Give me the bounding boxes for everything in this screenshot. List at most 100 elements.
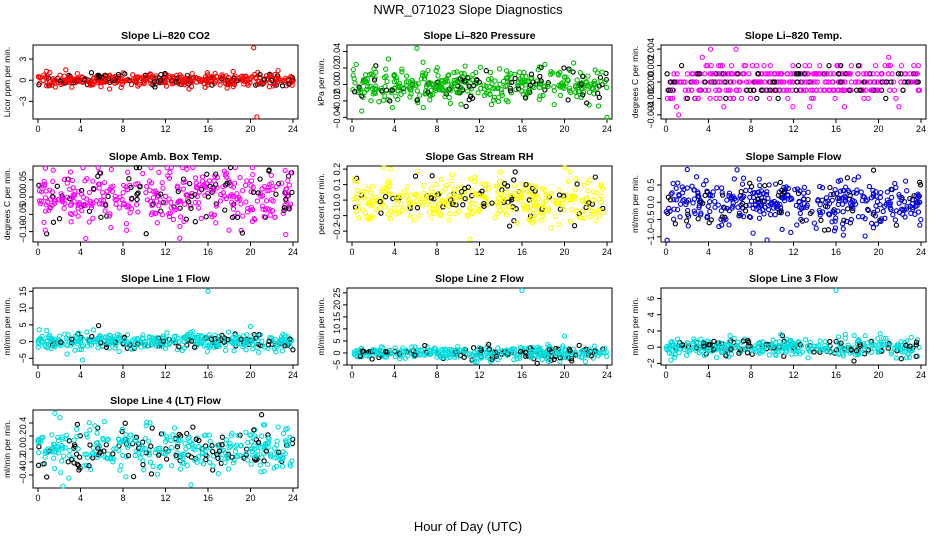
data-point: [581, 215, 587, 221]
x-tick-label: 16: [203, 370, 213, 380]
x-tick-label: 0: [35, 247, 40, 257]
data-point: [257, 462, 263, 468]
scatter-points: [351, 164, 607, 242]
data-point: [673, 185, 679, 191]
outlier-point: [840, 232, 847, 238]
data-point: [234, 191, 240, 197]
data-point: [150, 463, 156, 470]
data-point: [87, 341, 93, 347]
data-point: [747, 87, 754, 93]
data-point: [867, 71, 873, 77]
data-point: [137, 340, 143, 347]
data-point: [681, 196, 687, 203]
data-point: [761, 62, 767, 69]
data-point: [148, 211, 154, 218]
data-point: [117, 332, 123, 339]
data-point: [574, 77, 580, 83]
data-point: [403, 73, 410, 79]
data-point: [564, 77, 571, 83]
data-point: [829, 219, 835, 225]
data-point: [886, 54, 892, 60]
data-point: [695, 95, 701, 102]
figure-title: NWR_071023 Slope Diagnostics: [373, 2, 563, 17]
data-point: [234, 214, 241, 221]
data-point: [684, 95, 691, 102]
data-point: [443, 182, 450, 189]
x-tick-label: 12: [474, 370, 484, 380]
data-point: [882, 203, 888, 209]
data-point: [512, 169, 518, 175]
data-point: [373, 69, 379, 75]
data-point: [821, 87, 827, 93]
data-point: [592, 350, 599, 356]
data-point: [242, 340, 248, 347]
data-point: [58, 197, 65, 203]
data-point: [567, 218, 573, 225]
data-point: [78, 346, 85, 353]
data-point: [143, 74, 149, 80]
data-point: [591, 343, 598, 349]
data-point: [898, 62, 905, 69]
data-point: [154, 471, 161, 477]
data-point: [227, 193, 233, 199]
y-tick-label: −0.05: [18, 203, 28, 226]
data-point: [356, 84, 362, 90]
data-point: [846, 87, 852, 93]
data-point: [268, 172, 274, 179]
data-point: [851, 177, 857, 183]
data-point: [469, 210, 476, 216]
data-point: [188, 205, 194, 211]
data-point: [688, 87, 695, 93]
data-point: [94, 430, 100, 436]
data-point: [813, 225, 819, 231]
data-point: [38, 336, 44, 342]
data-point: [722, 71, 729, 77]
data-point: [788, 229, 794, 236]
data-point: [432, 346, 439, 352]
data-point: [817, 62, 823, 69]
data-point: [525, 345, 532, 351]
data-point: [851, 198, 858, 205]
data-point: [882, 215, 888, 221]
outlier-point: [83, 235, 89, 242]
outlier-point: [467, 236, 473, 242]
data-point: [692, 210, 698, 217]
data-point: [52, 341, 59, 348]
x-tick-label: 20: [873, 370, 883, 380]
outlier-point: [676, 112, 682, 118]
data-point: [210, 467, 216, 473]
data-point: [580, 73, 586, 80]
data-point: [578, 81, 584, 87]
data-point: [534, 360, 540, 366]
data-point: [160, 199, 166, 206]
data-point: [713, 95, 719, 102]
data-point: [437, 83, 443, 90]
data-point: [67, 447, 73, 454]
data-point: [556, 82, 562, 89]
data-point: [388, 347, 395, 354]
data-point: [893, 222, 900, 228]
data-point: [914, 202, 920, 208]
x-tick-label: 12: [160, 247, 170, 257]
data-point: [103, 344, 110, 350]
data-point: [108, 224, 114, 231]
data-point: [732, 195, 738, 202]
data-point: [484, 354, 491, 360]
x-tick-label: 16: [203, 124, 213, 134]
data-point: [196, 189, 203, 195]
data-point: [565, 97, 571, 103]
data-point: [74, 421, 81, 428]
data-point: [728, 196, 735, 202]
x-tick-label: 4: [78, 247, 83, 257]
data-point: [813, 87, 819, 93]
data-point: [572, 84, 579, 90]
data-point: [484, 181, 491, 187]
data-point: [581, 182, 587, 188]
data-point: [371, 77, 378, 83]
data-point: [694, 79, 700, 85]
y-tick-label: 0.04: [332, 43, 342, 61]
data-point: [487, 69, 494, 76]
data-point: [726, 222, 732, 228]
x-tick-label: 4: [78, 370, 83, 380]
data-point: [274, 75, 280, 81]
